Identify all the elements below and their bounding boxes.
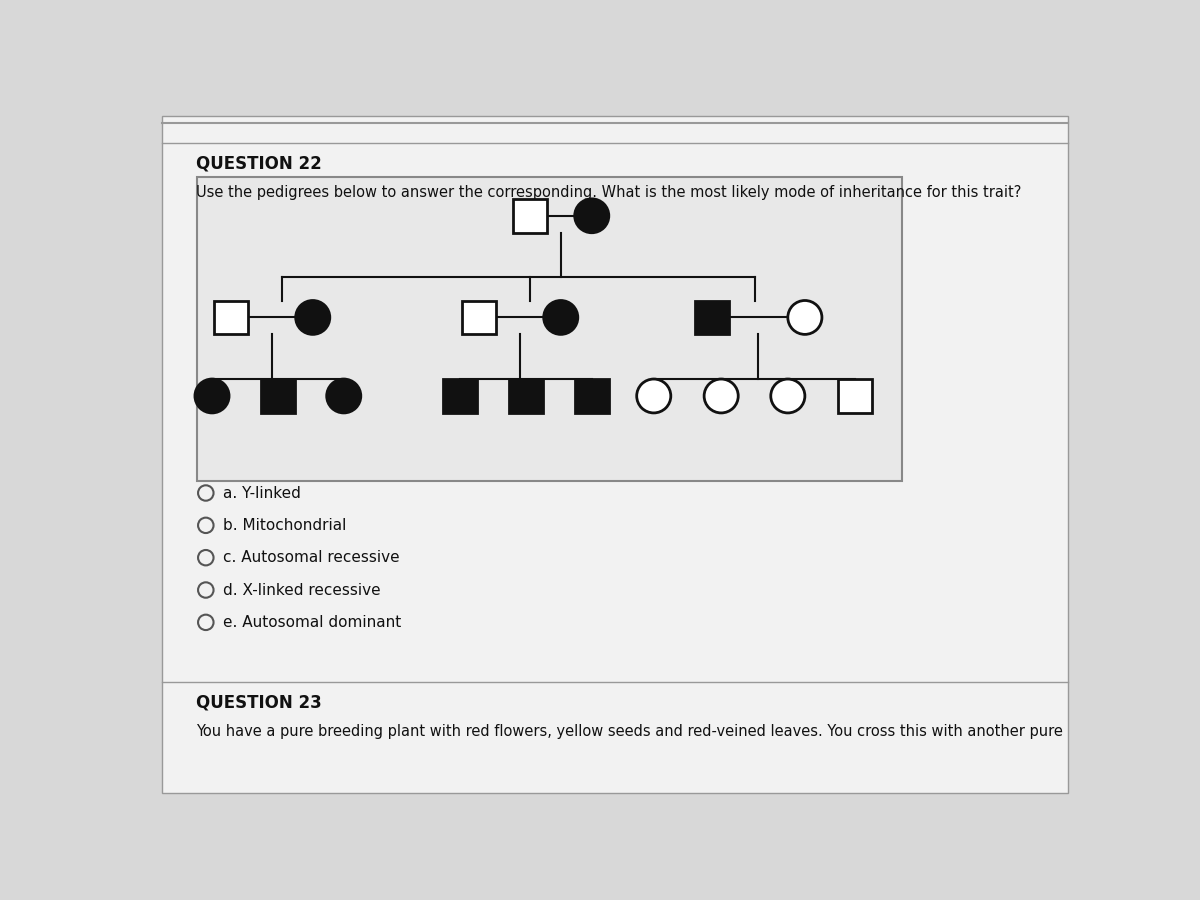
Text: d. X-linked recessive: d. X-linked recessive [223,582,380,598]
Bar [575,379,608,413]
Circle shape [194,379,229,413]
Circle shape [544,301,578,335]
Bar [462,301,497,335]
Text: c. Autosomal recessive: c. Autosomal recessive [223,550,400,565]
Circle shape [198,550,214,565]
FancyBboxPatch shape [162,116,1068,793]
Circle shape [198,485,214,500]
Text: Use the pedigrees below to answer the corresponding. What is the most likely mod: Use the pedigrees below to answer the co… [197,185,1022,200]
Circle shape [788,301,822,335]
Circle shape [295,301,330,335]
Bar [215,301,248,335]
Circle shape [198,518,214,533]
Bar [260,379,295,413]
Bar [512,199,547,233]
Text: b. Mitochondrial: b. Mitochondrial [223,518,347,533]
Circle shape [198,582,214,598]
Circle shape [704,379,738,413]
FancyBboxPatch shape [197,177,901,482]
Text: QUESTION 23: QUESTION 23 [197,693,323,711]
Text: You have a pure breeding plant with red flowers, yellow seeds and red-veined lea: You have a pure breeding plant with red … [197,724,1063,739]
Text: e. Autosomal dominant: e. Autosomal dominant [223,615,401,630]
Circle shape [198,615,214,630]
Circle shape [326,379,361,413]
Bar [509,379,542,413]
Circle shape [770,379,805,413]
Circle shape [575,199,608,233]
Bar [695,301,728,335]
Circle shape [637,379,671,413]
Bar [443,379,478,413]
Text: a. Y-linked: a. Y-linked [223,485,301,500]
Text: QUESTION 22: QUESTION 22 [197,154,323,172]
Bar [839,379,872,413]
